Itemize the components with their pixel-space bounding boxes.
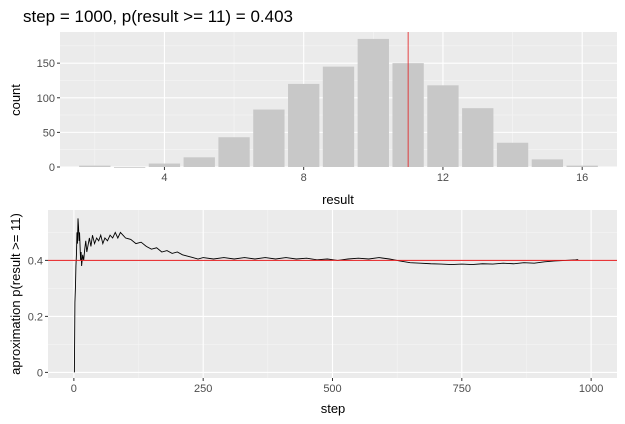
bottom-chart-y-tick-label-0: 0 — [37, 367, 43, 379]
bottom-chart-x-tick-label-0: 0 — [71, 383, 77, 395]
bottom-chart-series-line — [73, 218, 579, 373]
top-chart-bar-5 — [183, 157, 215, 167]
top-chart-bar-10 — [357, 38, 389, 167]
top-chart-y-ticks: 0 50 100 150 — [37, 58, 60, 174]
top-chart-bar-12 — [427, 85, 459, 167]
bottom-chart-x-tick-label-2: 500 — [323, 383, 341, 395]
top-chart-x-tick-label-1: 8 — [301, 172, 307, 184]
top-chart-y-tick-label-1: 50 — [43, 127, 55, 139]
bottom-chart-x-tick-label-1: 250 — [194, 383, 212, 395]
bottom-chart-x-tick-label-4: 1000 — [579, 383, 603, 395]
top-chart-bar-8 — [288, 83, 320, 167]
top-chart-bar-14 — [496, 142, 529, 167]
top-chart-bar-7 — [253, 109, 285, 167]
top-chart-bar-2 — [79, 165, 111, 167]
top-chart-bar-6 — [218, 137, 250, 167]
top-chart-bar-15 — [531, 159, 564, 167]
top-chart-bar-3 — [113, 167, 146, 168]
bottom-chart-x-axis-title: step — [321, 401, 346, 416]
top-chart-y-tick-label-2: 100 — [37, 93, 55, 105]
top-chart-x-ticks: 4 8 12 16 — [161, 167, 588, 184]
top-chart-x-tick-label-3: 16 — [576, 172, 588, 184]
bottom-chart-y-axis-title: aproximation p(result >= 11) — [8, 213, 23, 375]
top-chart-y-axis-title: count — [8, 84, 23, 116]
bottom-chart-y-tick-label-1: 0.2 — [28, 311, 43, 323]
top-chart-bar-4 — [148, 163, 181, 167]
top-chart-bar-13 — [462, 108, 494, 167]
bottom-chart-y-ticks: 0 0.2 0.4 — [28, 255, 48, 379]
top-chart-bars — [79, 38, 598, 168]
bottom-chart-y-tick-label-2: 0.4 — [28, 255, 43, 267]
top-chart-title: step = 1000, p(result >= 11) = 0.403 — [23, 7, 293, 26]
top-chart-bar-9 — [322, 66, 355, 167]
bottom-chart-x-ticks: 0 250 500 750 1000 — [71, 378, 603, 395]
top-chart-x-axis-title: result — [322, 192, 354, 207]
top-chart-y-tick-label-3: 150 — [37, 58, 55, 70]
bottom-chart-x-tick-label-3: 750 — [453, 383, 471, 395]
top-chart-bar-16 — [566, 165, 598, 167]
top-chart-x-tick-label-0: 4 — [161, 172, 167, 184]
top-chart-x-tick-label-2: 12 — [437, 172, 449, 184]
top-chart-y-tick-label-0: 0 — [49, 162, 55, 174]
